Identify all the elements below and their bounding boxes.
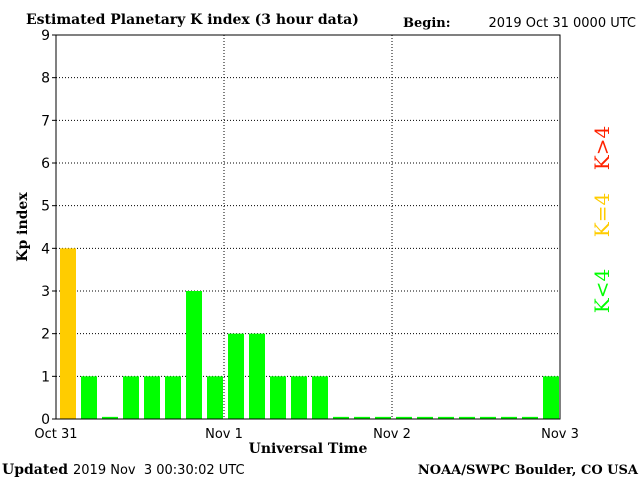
y-tick-label-4: 4 xyxy=(41,241,50,257)
y-tick-label-3: 3 xyxy=(41,284,50,300)
bar-20 xyxy=(480,416,496,419)
y-tick-label-2: 2 xyxy=(41,327,50,343)
credit-text: NOAA/SWPC Boulder, CO USA xyxy=(418,463,639,478)
x-axis-label: Universal Time xyxy=(249,441,368,457)
bar-3 xyxy=(123,376,139,419)
bar-0 xyxy=(60,248,76,419)
bar-6 xyxy=(186,291,202,419)
begin-value: 2019 Oct 31 0000 UTC xyxy=(489,16,637,31)
updated-value: 2019 Nov 3 00:30:02 UTC xyxy=(73,463,245,478)
legend-k-less-4: K<4 xyxy=(590,269,614,313)
chart-title: Estimated Planetary K index (3 hour data… xyxy=(26,12,359,28)
grid-lines xyxy=(56,35,560,419)
bars xyxy=(60,248,559,419)
bar-21 xyxy=(501,416,517,419)
bar-18 xyxy=(438,416,454,419)
bar-19 xyxy=(459,416,475,419)
y-tick-labels: 0 1 2 3 4 5 6 7 8 9 xyxy=(41,28,56,428)
y-tick-label-1: 1 xyxy=(41,369,50,385)
y-tick-label-0: 0 xyxy=(41,412,50,428)
y-tick-label-7: 7 xyxy=(41,113,50,129)
bar-23 xyxy=(543,376,559,419)
bar-13 xyxy=(333,416,349,419)
bar-5 xyxy=(165,376,181,419)
bar-10 xyxy=(270,376,286,419)
bar-1 xyxy=(81,376,97,419)
y-tick-label-5: 5 xyxy=(41,199,50,215)
y-axis-label: Kp index xyxy=(15,192,31,262)
x-tick-label-1: Nov 1 xyxy=(205,427,243,442)
y-tick-label-9: 9 xyxy=(41,28,50,44)
x-tick-label-3: Nov 3 xyxy=(541,427,579,442)
x-tick-label-0: Oct 31 xyxy=(34,427,77,442)
updated-label: Updated xyxy=(2,462,68,478)
legend-k-greater-4: K>4 xyxy=(590,126,614,170)
x-tick-label-2: Nov 2 xyxy=(373,427,411,442)
bar-4 xyxy=(144,376,160,419)
bar-15 xyxy=(375,416,391,419)
legend-k-equal-4: K=4 xyxy=(590,193,614,237)
bar-2 xyxy=(102,416,118,419)
bar-7 xyxy=(207,376,223,419)
y-tick-label-6: 6 xyxy=(41,156,50,172)
bar-8 xyxy=(228,333,244,419)
x-tick-labels: Oct 31 Nov 1 Nov 2 Nov 3 xyxy=(34,427,578,442)
begin-label: Begin: xyxy=(403,16,451,31)
bar-11 xyxy=(291,376,307,419)
bar-12 xyxy=(312,376,328,419)
plot-frame xyxy=(55,34,561,420)
bar-17 xyxy=(417,416,433,419)
bar-14 xyxy=(354,416,370,419)
bar-9 xyxy=(249,333,265,419)
y-tick-label-8: 8 xyxy=(41,71,50,87)
bar-22 xyxy=(522,416,538,419)
bar-16 xyxy=(396,416,412,419)
